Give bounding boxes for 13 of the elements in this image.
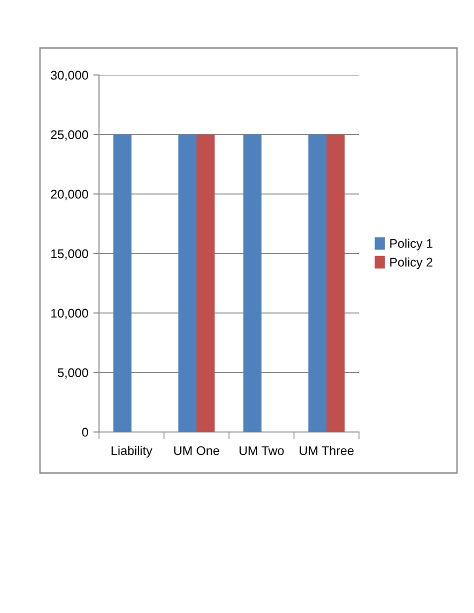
legend-label: Policy 2 (390, 257, 432, 270)
y-tick-label: 25,000 (50, 130, 88, 141)
x-tick-label: UM One (174, 446, 220, 456)
y-tick-label: 15,000 (51, 249, 88, 260)
x-tick-label: UM Three (300, 446, 354, 456)
y-tick-label: 30,000 (50, 70, 88, 82)
x-tick-label: Liability (112, 446, 152, 458)
legend-label: Policy 1 (390, 238, 432, 250)
y-tick-label: 10,000 (51, 308, 88, 320)
y-tick-label: 20,000 (50, 190, 88, 200)
x-tick-label: UM Two (240, 446, 284, 456)
y-tick-label: 5,000 (58, 368, 88, 379)
y-tick-label: 0 (82, 428, 88, 437)
